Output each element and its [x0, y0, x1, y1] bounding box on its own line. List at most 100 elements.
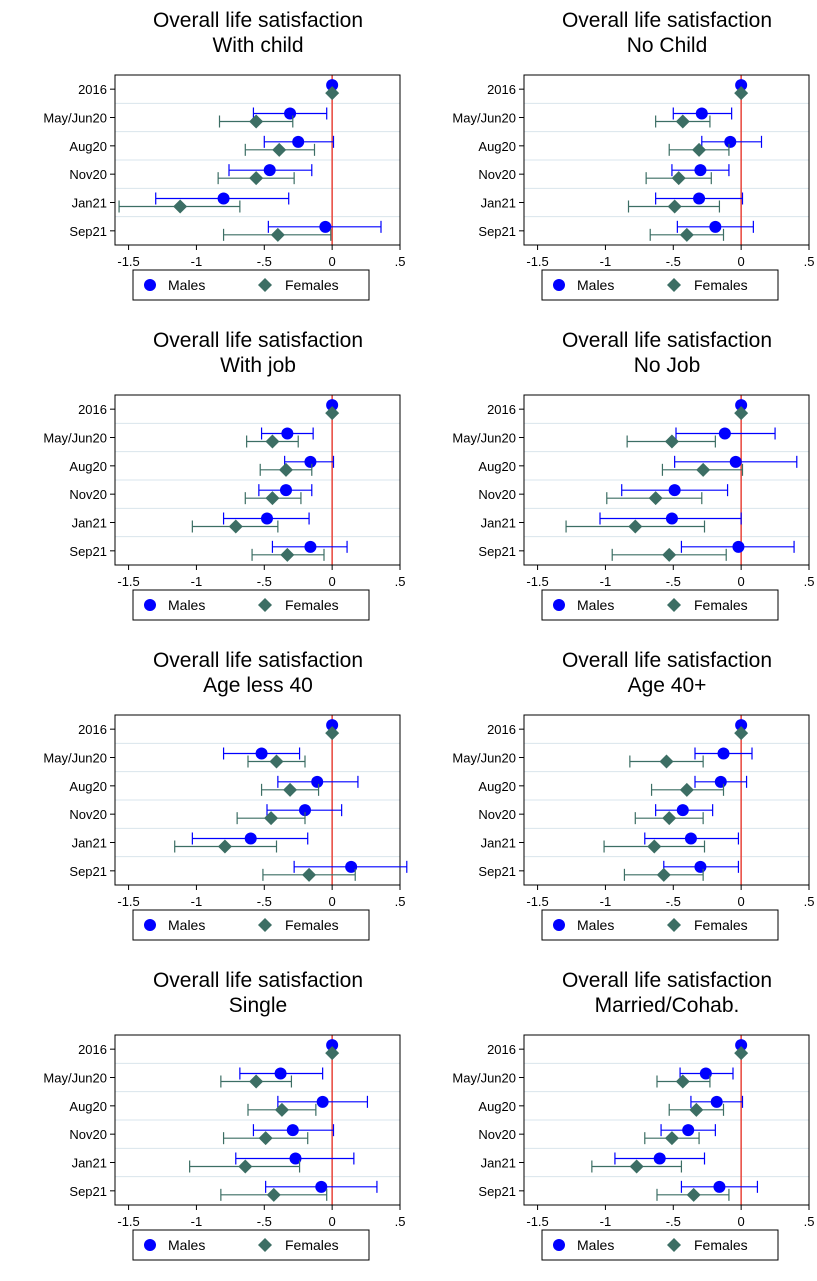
plot-frame [523, 714, 810, 886]
males-point [292, 135, 305, 148]
y-tick-label: Nov20 [478, 807, 516, 822]
females-point [238, 1159, 253, 1174]
y-tick-label: 2016 [78, 402, 107, 417]
females-point [664, 434, 679, 449]
males-point [735, 79, 748, 92]
males-point [699, 1067, 712, 1080]
males-point [311, 775, 324, 788]
legend-males-marker [553, 279, 565, 291]
legend-females-label: Females [285, 917, 339, 933]
females-point [265, 434, 280, 449]
y-tick-label: May/Jun20 [452, 111, 516, 126]
chart-panel-5: Overall life satisfaction Age less 40 2016… [0, 640, 408, 960]
females-point [270, 227, 285, 242]
x-tick-label: -.5 [666, 254, 681, 269]
males-point [735, 719, 748, 732]
legend-males-marker [144, 599, 156, 611]
chart-panel-2: Overall life satisfaction No Child 2016 May… [409, 0, 817, 320]
y-tick-label: May/Jun20 [43, 431, 107, 446]
chart-title: Overall life satisfaction [562, 329, 772, 352]
chart-title: Overall life satisfaction [153, 9, 363, 32]
y-tick-label: Jan21 [72, 836, 107, 851]
females-point [734, 86, 749, 101]
females-point [686, 1187, 701, 1202]
y-tick-label: Aug20 [478, 459, 516, 474]
x-tick-label: .5 [804, 254, 815, 269]
males-point [676, 804, 689, 817]
females-point [671, 171, 686, 186]
legend-males-label: Males [577, 917, 614, 933]
y-tick-label: 2016 [487, 402, 516, 417]
y-tick-label: Nov20 [478, 1127, 516, 1142]
y-tick-label: Aug20 [478, 1099, 516, 1114]
y-tick-label: Sep21 [69, 544, 107, 559]
legend-females-marker [258, 598, 272, 612]
x-tick-label: -1.5 [526, 894, 548, 909]
x-tick-label: -1 [600, 254, 612, 269]
legend-females-label: Females [285, 1237, 339, 1253]
y-tick-label: May/Jun20 [452, 1071, 516, 1086]
y-tick-label: Aug20 [69, 459, 107, 474]
chart-subtitle: Age 40+ [628, 674, 707, 697]
males-point [653, 1152, 666, 1165]
males-point [665, 512, 678, 525]
females-point [249, 1074, 264, 1089]
females-point [679, 227, 694, 242]
legend-box [541, 589, 779, 621]
females-point [249, 171, 264, 186]
males-point [280, 484, 292, 497]
chart-title: Overall life satisfaction [153, 969, 363, 992]
legend-males-label: Males [577, 277, 614, 293]
y-tick-label: May/Jun20 [43, 111, 107, 126]
males-point [695, 107, 708, 120]
legend-males-marker [553, 599, 565, 611]
x-tick-label: -1 [191, 574, 203, 589]
y-tick-label: Aug20 [478, 779, 516, 794]
females-point [656, 867, 671, 882]
females-point [266, 1187, 281, 1202]
legend-females-marker [258, 278, 272, 292]
males-point [718, 427, 731, 440]
males-point [281, 427, 294, 440]
x-tick-label: -1.5 [526, 574, 548, 589]
males-point [735, 1039, 748, 1052]
chart-panel-8: Overall life satisfaction Married/Cohab. 2… [409, 960, 817, 1280]
chart-subtitle: Single [229, 994, 287, 1017]
plot-frame [523, 394, 810, 566]
y-tick-label: Nov20 [69, 1127, 107, 1142]
chart-subtitle: With child [212, 34, 303, 57]
females-point [217, 839, 232, 854]
y-tick-label: Sep21 [69, 1184, 107, 1199]
females-point [734, 1046, 749, 1061]
females-point [265, 491, 280, 506]
chart-title: Overall life satisfaction [153, 329, 363, 352]
y-tick-label: Nov20 [69, 807, 107, 822]
chart-panel-3: Overall life satisfaction With job 2016 May… [0, 320, 408, 640]
plot-frame [114, 1034, 401, 1206]
x-tick-label: -1 [600, 1214, 612, 1229]
y-tick-label: Nov20 [478, 487, 516, 502]
males-point [714, 775, 727, 788]
males-point [263, 164, 276, 177]
x-tick-label: -1.5 [117, 254, 139, 269]
females-point [325, 86, 340, 101]
chart-title: Overall life satisfaction [562, 649, 772, 672]
males-point [724, 135, 737, 148]
y-tick-label: Sep21 [478, 864, 516, 879]
x-tick-label: 0 [738, 1214, 745, 1229]
males-point [299, 804, 311, 817]
chart-subtitle: Married/Cohab. [595, 994, 740, 1017]
legend-females-marker [667, 598, 681, 612]
x-tick-label: -1.5 [526, 254, 548, 269]
legend-females-marker [667, 278, 681, 292]
legend-females-label: Females [694, 597, 748, 613]
males-point [244, 832, 257, 845]
females-point [264, 811, 279, 826]
females-point [675, 114, 690, 129]
males-point [326, 399, 339, 412]
females-point [325, 406, 340, 421]
males-point [319, 220, 332, 233]
males-point [729, 455, 742, 468]
legend-box [541, 1229, 779, 1261]
legend-males-marker [144, 279, 156, 291]
